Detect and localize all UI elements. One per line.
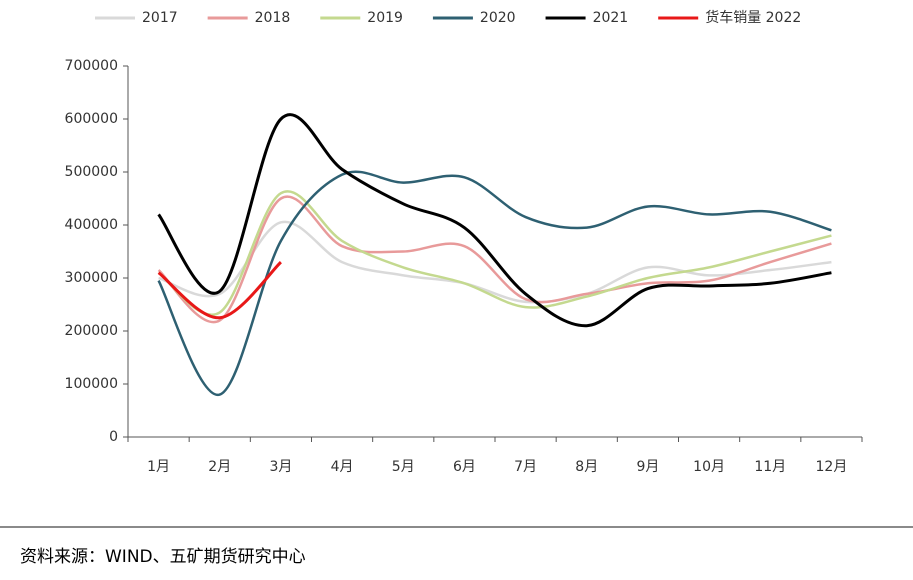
- legend-label: 货车销量 2022: [705, 9, 801, 26]
- y-tick-label: 200000: [65, 323, 118, 339]
- series-line: [157, 170, 832, 396]
- y-tick-label: 700000: [65, 58, 118, 74]
- x-tick-label: 1月: [147, 459, 170, 475]
- y-tick-label: 600000: [65, 111, 118, 127]
- x-tick-label: 8月: [575, 459, 598, 475]
- y-tick-label: 100000: [65, 376, 118, 392]
- legend-label: 2017: [142, 10, 178, 26]
- x-tick-label: 11月: [754, 459, 786, 475]
- x-tick-label: 2月: [208, 459, 231, 475]
- series-line: [158, 220, 832, 304]
- y-tick-label: 300000: [65, 270, 118, 286]
- x-tick-label: 10月: [693, 459, 725, 475]
- x-tick-label: 6月: [453, 459, 476, 475]
- y-tick-label: 500000: [65, 164, 118, 180]
- x-tick-label: 12月: [816, 459, 848, 475]
- legend-label: 2018: [255, 10, 291, 26]
- x-tick-label: 5月: [392, 459, 415, 475]
- source-note: 资料来源：WIND、五矿期货研究中心: [20, 547, 306, 567]
- y-tick-label: 400000: [65, 217, 118, 233]
- y-tick-label: 0: [109, 429, 118, 445]
- series-line: [157, 190, 832, 316]
- legend-label: 2019: [367, 10, 403, 26]
- x-tick-label: 7月: [514, 459, 537, 475]
- x-tick-label: 3月: [269, 459, 292, 475]
- legend-label: 2020: [480, 10, 516, 26]
- series-line: [157, 195, 832, 324]
- series-line: [157, 113, 832, 328]
- x-tick-label: 4月: [331, 459, 354, 475]
- legend-label: 2021: [593, 10, 629, 26]
- x-tick-label: 9月: [636, 459, 659, 475]
- series-line: [157, 260, 282, 320]
